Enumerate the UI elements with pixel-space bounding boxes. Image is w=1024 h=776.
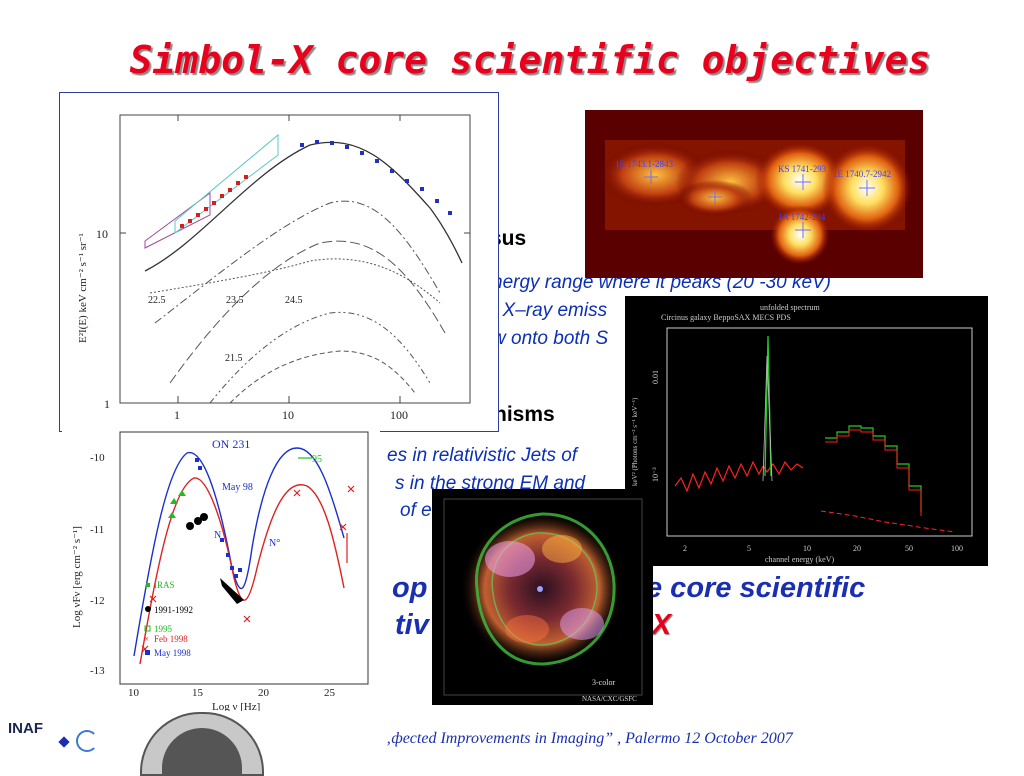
- inaf-logo-arc: [76, 730, 98, 752]
- gc-label-4: 1E 1743.1-2843: [615, 159, 673, 169]
- gc-label-2: KS 1741-293: [778, 164, 827, 174]
- circinus-xtick-50: 50: [905, 544, 913, 553]
- galactic-center-image: 1E 1740.7-2942 KS 1741-293 1A 1742-294 1…: [585, 110, 923, 278]
- inaf-logo-mark: [58, 736, 70, 748]
- casa-label-3color: 3-color: [592, 678, 615, 687]
- on231-ytick-13: -13: [90, 665, 105, 677]
- cxb-xtick-1: 1: [174, 408, 180, 422]
- on231-annot-n: N: [214, 530, 221, 541]
- svg-text:×: ×: [144, 634, 149, 644]
- on231-ytick-10: -10: [90, 452, 105, 464]
- on231-title: ON 231: [212, 437, 250, 451]
- on231-ytick-12: -12: [90, 595, 105, 607]
- cxb-label-235: 23.5: [226, 295, 244, 306]
- circinus-xtick-100: 100: [951, 544, 963, 553]
- section-heading-2: nisms: [494, 403, 555, 426]
- on231-legend-feb1998: Feb 1998: [154, 634, 188, 644]
- body-line-6: of e: [400, 500, 432, 521]
- circinus-ytick-001: 0.01: [651, 370, 660, 384]
- gc-label-3: 1A 1742-294: [778, 212, 826, 222]
- cxb-spectrum-figure: 10 1 1 10 100 E²I(E) keV cm⁻² s⁻¹ sr⁻¹ 2…: [59, 92, 499, 432]
- inaf-logo: INAF: [8, 720, 43, 737]
- on231-xtick-15: 15: [192, 687, 204, 699]
- gc-label-1: 1E 1740.7-2942: [833, 169, 891, 179]
- on231-annot-n0: N°: [269, 538, 280, 549]
- body-line-2: / X–ray emiss: [492, 300, 608, 321]
- cxb-label-245: 24.5: [285, 295, 303, 306]
- cxb-label-225: 22.5: [148, 295, 166, 306]
- cxb-ylabel: E²I(E) keV cm⁻² s⁻¹ sr⁻¹: [77, 233, 89, 343]
- body-line-3: w onto both S: [492, 328, 609, 349]
- on231-xtick-20: 20: [258, 687, 270, 699]
- circinus-xtick-2: 2: [683, 544, 687, 553]
- on231-annot-may98: May 98: [222, 482, 253, 493]
- big-line-1b: e core scientific: [646, 572, 866, 604]
- on231-xtick-10: 10: [128, 687, 140, 699]
- cxb-label-215: 21.5: [225, 353, 243, 364]
- on231-sed-figure: 10 15 20 25 -10 -11 -12 -13 Log ν [Hz] L…: [62, 428, 380, 711]
- circinus-ylabel: keV² (Photons cm⁻² s⁻¹ keV⁻¹): [631, 397, 639, 486]
- on231-ytick-11: -11: [90, 524, 104, 536]
- on231-legend-iras: IRAS: [154, 580, 175, 590]
- footer-text: ‚фected Improvements in Imaging” , Paler…: [386, 730, 793, 747]
- circinus-xtick-5: 5: [747, 544, 751, 553]
- circinus-top-label: unfolded spectrum: [760, 303, 821, 312]
- circinus-ytick-1e3: 10⁻³: [651, 467, 660, 482]
- circinus-spectrum-figure: unfolded spectrum Circinus galaxy BeppoS…: [625, 296, 988, 566]
- body-line-4: es in relativistic Jets of: [387, 445, 578, 466]
- big-line-2a: tiv: [395, 609, 429, 641]
- cxb-ytick-1: 1: [104, 397, 110, 411]
- circinus-title: Circinus galaxy BeppoSAX MECS PDS: [661, 313, 791, 322]
- cxb-xtick-100: 100: [390, 408, 408, 422]
- slide-title: Simbol-X core scientific objectives: [129, 38, 931, 82]
- on231-legend-1995: 1995: [154, 624, 173, 634]
- circinus-xtick-20: 20: [853, 544, 861, 553]
- cxb-ytick-10: 10: [96, 227, 108, 241]
- observatory-seal: [140, 712, 264, 776]
- on231-xtick-25: 25: [324, 687, 336, 699]
- circinus-xlabel: channel energy (keV): [765, 555, 834, 564]
- section-heading-1: sus: [490, 227, 527, 250]
- on231-annot-95: 95: [312, 454, 322, 465]
- body-line-5: s in the strong EM and: [395, 473, 586, 494]
- on231-legend-1991: 1991-1992: [154, 605, 193, 615]
- big-line-1a: op: [392, 572, 428, 604]
- supernova-remnant-image: 3-color NASA/CXC/GSFC: [432, 489, 653, 705]
- on231-legend-may1998: May 1998: [154, 648, 191, 658]
- circinus-xtick-10: 10: [803, 544, 811, 553]
- on231-ylabel: Log νFν [erg cm⁻² s⁻¹]: [71, 526, 83, 628]
- cxb-xtick-10: 10: [282, 408, 294, 422]
- casa-label-credit: NASA/CXC/GSFC: [582, 695, 637, 703]
- on231-xlabel: Log ν [Hz]: [212, 701, 260, 711]
